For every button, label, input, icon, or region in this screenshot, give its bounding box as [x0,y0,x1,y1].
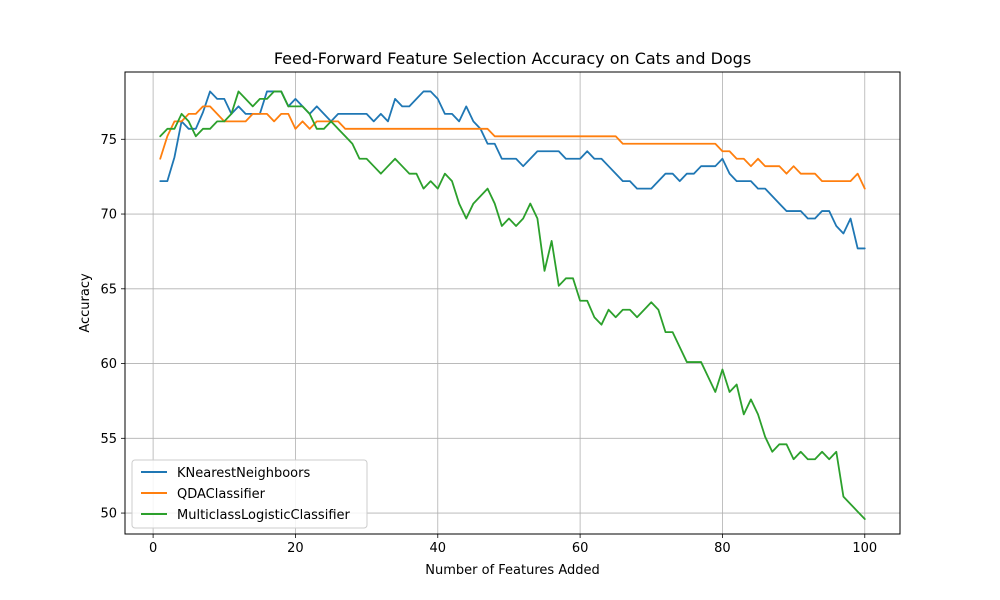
y-tick-label: 65 [100,282,117,297]
y-tick-label: 55 [100,432,117,447]
y-tick-label: 75 [100,133,117,148]
axis-ticks: 0 20 40 60 80 100 50 55 60 65 70 75 [100,133,877,556]
series-lines [159,90,866,520]
chart-title: Feed-Forward Feature Selection Accuracy … [274,49,751,68]
x-tick-label: 80 [714,541,731,556]
y-tick-label: 50 [100,507,117,522]
x-tick-label: 60 [572,541,589,556]
legend-label-logistic: MulticlassLogisticClassifier [177,508,351,523]
y-tick-label: 70 [100,208,117,223]
x-axis-label: Number of Features Added [425,563,599,578]
series-line-logistic [159,90,866,520]
y-tick-label: 60 [100,357,117,372]
legend-label-knn: KNearestNeighboors [177,466,310,481]
legend: KNearestNeighboors QDAClassifier Multicl… [131,459,368,529]
series-line-qda [159,105,866,190]
x-tick-label: 0 [149,541,157,556]
plot-frame [124,71,901,535]
grid [125,72,900,534]
x-tick-label: 20 [287,541,304,556]
y-axis-label: Accuracy [78,273,93,333]
legend-label-qda: QDAClassifier [177,487,266,502]
legend-box [131,459,368,529]
x-tick-label: 100 [852,541,877,556]
x-tick-label: 40 [430,541,447,556]
